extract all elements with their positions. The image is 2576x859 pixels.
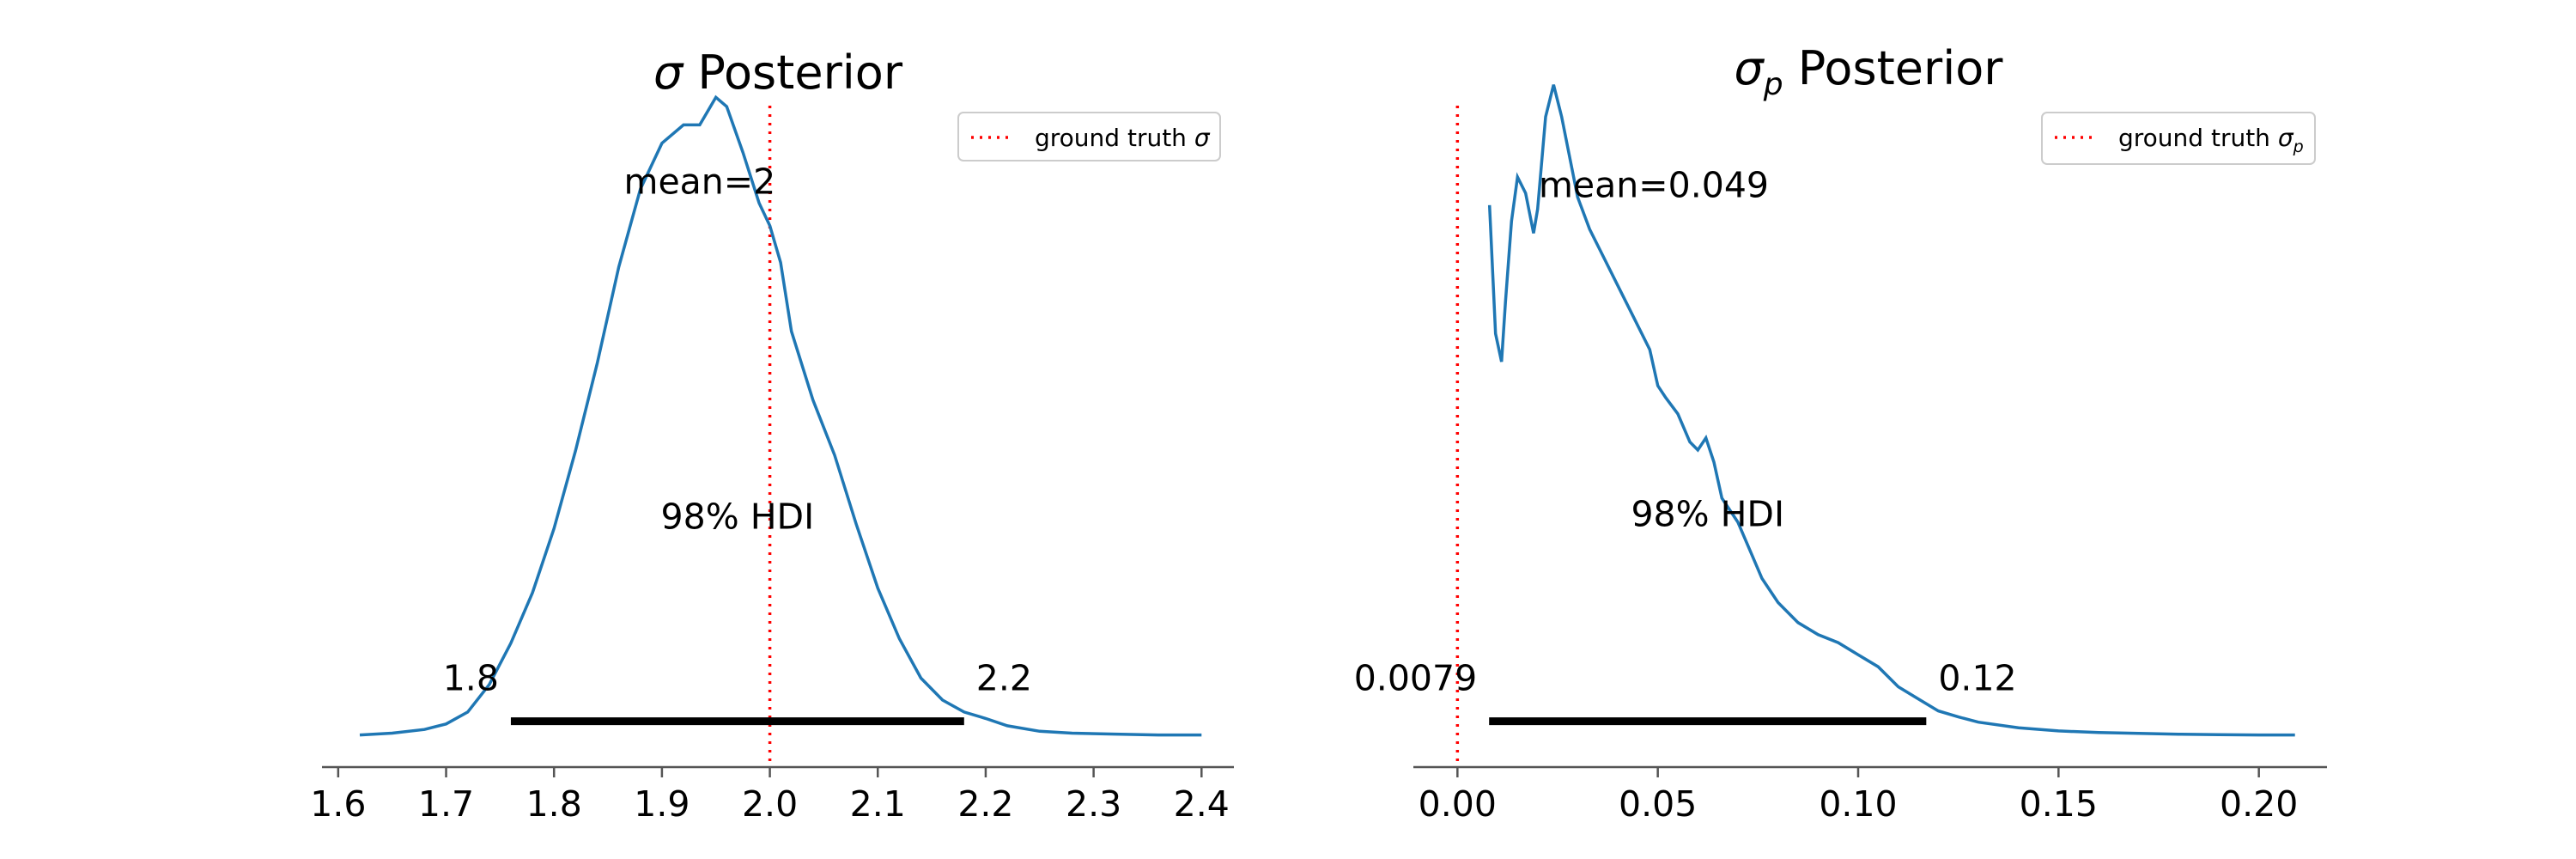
x-tick-label: 2.0: [742, 783, 798, 825]
x-axis-ticks: 1.6 1.7 1.8 1.9 2.0 2.1 2.2 2.3 2.4: [310, 767, 1230, 825]
sigma-p-posterior-panel: σp Posterior 0.00 0.05 0.10 0.15 0.20 mean=0…: [1354, 41, 2327, 825]
x-tick-label: 1.6: [310, 783, 366, 825]
legend-label: ground truth σp: [2118, 124, 2304, 156]
x-tick-label: 2.2: [957, 783, 1013, 825]
hdi-upper-label: 0.12: [1938, 658, 2016, 699]
x-tick-label: 1.7: [418, 783, 474, 825]
posterior-density-curve: [359, 94, 1202, 737]
legend: ground truth σp: [2041, 112, 2316, 165]
x-tick-label: 2.1: [850, 783, 906, 825]
legend: ground truth σ: [957, 112, 1221, 161]
mean-label: mean=2: [624, 161, 776, 202]
sigma-posterior-panel: σ Posterior 1.6 1.7 1.8 1.9 2.0 2.1 2.2 2.3 2.4 …: [310, 46, 1234, 825]
x-axis-ticks: 0.00 0.05 0.10 0.15 0.20: [1419, 767, 2298, 825]
hdi-upper-label: 2.2: [976, 658, 1032, 699]
x-tick-label: 1.8: [526, 783, 582, 825]
legend-box: [957, 112, 1221, 161]
sigma-posterior-title: σ Posterior: [653, 46, 903, 100]
x-tick-label: 0.15: [2020, 783, 2098, 825]
hdi-label: 98% HDI: [1631, 494, 1784, 535]
legend-label: ground truth σ: [1035, 124, 1211, 152]
legend-box: [2041, 112, 2316, 165]
hdi-lower-label: 0.0079: [1354, 658, 1477, 699]
hdi-label: 98% HDI: [661, 496, 815, 537]
posterior-density-curve: [1487, 84, 2295, 737]
x-tick-label: 1.9: [634, 783, 690, 825]
sigma-p-posterior-title: σp Posterior: [1735, 41, 2004, 102]
x-tick-label: 0.00: [1419, 783, 1497, 825]
x-tick-label: 2.4: [1174, 783, 1230, 825]
x-tick-label: 0.20: [2220, 783, 2298, 825]
mean-label: mean=0.049: [1539, 164, 1769, 205]
x-tick-label: 2.3: [1066, 783, 1121, 825]
hdi-lower-label: 1.8: [443, 658, 499, 699]
x-tick-label: 0.10: [1819, 783, 1897, 825]
x-tick-label: 0.05: [1619, 783, 1697, 825]
